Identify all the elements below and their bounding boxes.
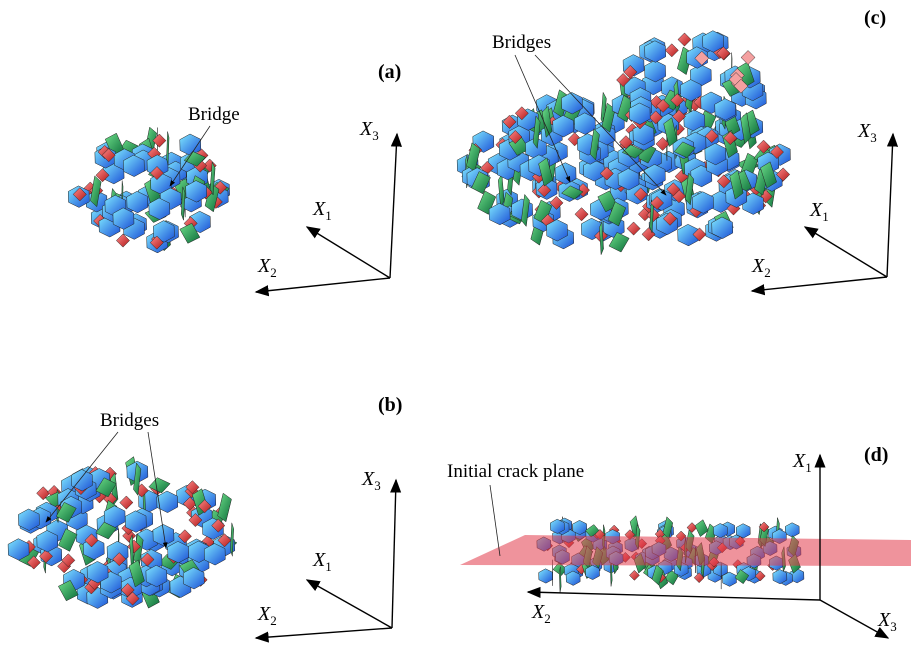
grain [678,33,691,46]
axis-label: X2 [751,255,771,280]
panel-label: (b) [378,394,402,416]
axis-label: X1 [792,450,812,475]
axis [392,480,396,628]
axis [256,628,392,638]
crack-plane [460,535,911,566]
axis-label: X2 [257,603,277,628]
axis-label: X1 [312,549,332,574]
axis [528,592,820,600]
grain [687,523,697,533]
axis-label: X1 [312,198,332,223]
axis [256,278,390,292]
panel-label: (c) [864,7,886,29]
grain [741,50,755,64]
grain [629,570,639,580]
axis [307,227,390,278]
axis-label: X3 [359,118,379,143]
grain [120,496,133,509]
grain [785,523,799,537]
grain [539,569,553,583]
axis-label: X2 [531,601,551,626]
axis [390,134,397,278]
microstructure [8,31,804,609]
axis-label: X3 [877,609,897,634]
figure: (a) (b) (c) (d) Bridge Bridges Bridges I… [0,0,911,648]
grain [149,478,170,493]
panel-label: (a) [378,61,401,83]
axis-label: X1 [809,199,829,224]
callout: Bridge [188,104,240,125]
axis-label: X2 [257,255,277,280]
axis [887,134,893,277]
grain [218,493,232,522]
axis [752,277,887,291]
grain [575,208,588,221]
callout: Bridges [492,32,551,53]
grain [627,222,640,235]
callout: Initial crack plane [447,461,584,482]
axis-label: X3 [857,120,877,145]
axis [307,580,392,628]
callout-line [490,485,500,556]
grain [665,44,678,57]
axis-label: X3 [361,468,381,493]
panel-label: (d) [864,444,888,466]
axis [805,227,887,277]
callout: Bridges [100,410,159,431]
